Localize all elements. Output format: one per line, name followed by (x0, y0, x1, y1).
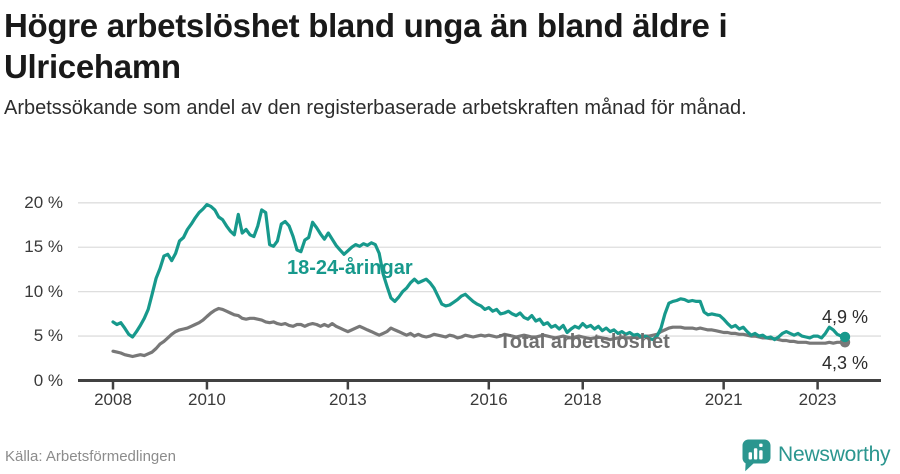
newsworthy-brand: Newsworthy (742, 438, 896, 472)
x-tick-label: 2021 (704, 390, 743, 409)
source-note: Källa: Arbetsförmedlingen (5, 448, 176, 465)
y-tick-label: 15 % (24, 237, 63, 257)
youth-end-value-label: 4,9 % (821, 307, 868, 327)
y-tick-label: 0 % (33, 370, 63, 390)
total-series-label: Total arbetslöshet (499, 331, 670, 353)
newsworthy-chart-bubble-icon (742, 439, 771, 471)
total-end-dot (839, 337, 851, 348)
gridlines (78, 202, 881, 337)
x-tick-label: 2023 (798, 390, 837, 409)
x-tick-label: 2010 (188, 390, 226, 409)
x-tick-label: 2008 (94, 390, 132, 409)
page-title: Högre arbetslöshet bland unga än bland ä… (4, 7, 728, 85)
total-end-value-label: 4,3 % (821, 353, 868, 373)
x-tick-label: 2013 (328, 390, 367, 409)
x-axis-ticks (111, 380, 819, 390)
y-tick-label: 10 % (24, 281, 63, 301)
youth-series-label: 18-24-åringar (287, 257, 413, 279)
x-tick-label: 2018 (563, 390, 602, 409)
y-tick-label: 20 % (24, 192, 63, 212)
youth-end-dot (839, 331, 851, 343)
total-line (111, 306, 847, 359)
x-tick-label: 2016 (469, 390, 508, 409)
y-tick-label: 5 % (33, 326, 63, 346)
youth-line (111, 203, 847, 342)
brand-name: Newsworthy (778, 443, 891, 466)
page-subtitle: Arbetssökande som andel av den registerb… (4, 97, 747, 119)
